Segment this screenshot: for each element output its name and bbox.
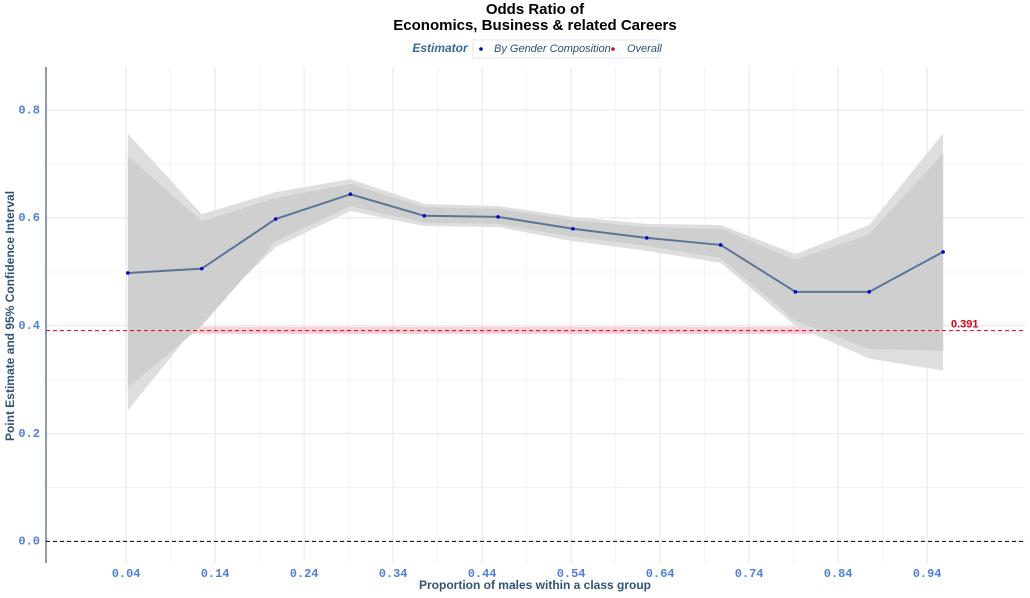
y-tick-label: 0.6: [18, 211, 40, 225]
legend-label: By Gender Composition: [494, 43, 611, 55]
overall-label: 0.391: [951, 319, 979, 331]
x-tick-label: 0.94: [913, 567, 942, 581]
point: [867, 290, 872, 294]
x-tick-label: 0.64: [646, 567, 675, 581]
point: [644, 236, 649, 240]
x-tick-label: 0.74: [735, 567, 764, 581]
legend-marker: [611, 47, 615, 51]
point: [718, 243, 723, 247]
chart-title: Economics, Business & related Careers: [393, 17, 676, 34]
y-tick-label: 0.2: [18, 427, 40, 441]
overall-band: [127, 326, 944, 334]
x-tick-label: 0.04: [112, 567, 141, 581]
legend-label: Overall: [627, 43, 662, 55]
point: [348, 192, 353, 197]
point: [941, 250, 945, 254]
ci-band-inner: [127, 153, 944, 388]
series-line: [127, 193, 944, 293]
y-tick-label: 0.0: [18, 535, 40, 549]
x-tick-label: 0.24: [290, 567, 319, 581]
point: [126, 271, 130, 275]
x-tick-label: 0.84: [824, 567, 853, 581]
legend-marker: [479, 47, 483, 51]
x-tick-label: 0.34: [379, 567, 408, 581]
point: [199, 266, 204, 271]
legend-box: [472, 39, 660, 59]
point: [496, 215, 500, 219]
point: [571, 226, 575, 231]
y-axis-label: Point Estimate and 95% Confidence Interv…: [3, 191, 17, 441]
point: [793, 290, 798, 294]
point: [422, 214, 427, 218]
chart-title: Odds Ratio of: [486, 1, 585, 18]
point: [273, 217, 278, 221]
y-tick-label: 0.4: [18, 319, 40, 333]
x-axis-label: Proportion of males within a class group: [419, 578, 651, 592]
legend-title: Estimator: [412, 41, 469, 55]
x-tick-label: 0.44: [468, 567, 497, 581]
x-tick-label: 0.14: [201, 567, 230, 581]
x-tick-label: 0.54: [557, 567, 586, 581]
y-tick-label: 0.8: [18, 103, 40, 117]
